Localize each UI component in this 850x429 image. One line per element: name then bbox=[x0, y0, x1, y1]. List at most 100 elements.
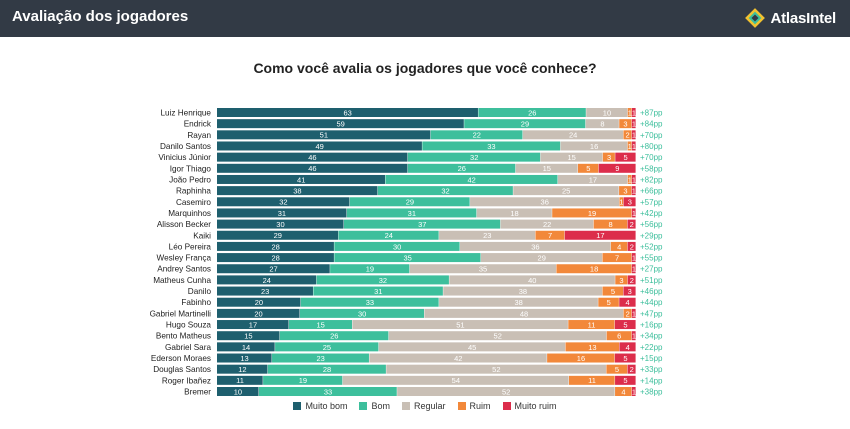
bar-segment bbox=[217, 130, 431, 140]
data-label: 5 bbox=[623, 320, 627, 329]
bar-segment bbox=[568, 375, 615, 385]
bar-segment bbox=[557, 174, 628, 184]
bar-segment bbox=[217, 219, 344, 229]
data-label: 40 bbox=[528, 276, 536, 285]
category-label: Léo Pereira bbox=[169, 242, 212, 251]
data-label: 1 bbox=[632, 265, 636, 274]
category-label: Roger Ibañez bbox=[162, 376, 211, 385]
legend-swatch bbox=[401, 402, 410, 410]
data-label: 4 bbox=[626, 298, 630, 307]
category-label: Rayan bbox=[187, 131, 211, 140]
data-label: 17 bbox=[249, 320, 257, 329]
data-label: 30 bbox=[358, 309, 366, 318]
bar-segment bbox=[627, 241, 636, 251]
net-score-label: +44pp bbox=[640, 298, 663, 307]
data-label: 63 bbox=[344, 108, 352, 117]
bar-segment bbox=[217, 387, 259, 396]
bar-segment bbox=[217, 286, 313, 296]
data-label: 18 bbox=[510, 209, 518, 218]
bar-segment bbox=[460, 241, 611, 251]
bar-segment bbox=[342, 375, 569, 385]
category-label: Marquinhos bbox=[168, 209, 211, 218]
data-label: 51 bbox=[456, 320, 464, 329]
bar-segment bbox=[577, 163, 599, 173]
data-label: 30 bbox=[276, 220, 284, 229]
bar-segment bbox=[619, 197, 624, 207]
bar-segment bbox=[631, 264, 636, 274]
category-label: Danilo Santos bbox=[160, 142, 211, 151]
bar-segment bbox=[631, 253, 636, 263]
category-label: João Pedro bbox=[169, 175, 211, 184]
bar-segment bbox=[439, 297, 598, 307]
bar-segment bbox=[217, 297, 301, 307]
data-label: 15 bbox=[543, 164, 551, 173]
bar-segment bbox=[217, 264, 330, 274]
data-label: 7 bbox=[548, 231, 552, 240]
net-score-label: +70pp bbox=[640, 131, 663, 140]
data-label: 5 bbox=[607, 298, 611, 307]
category-label: Wesley França bbox=[157, 254, 212, 263]
data-label: 33 bbox=[366, 298, 374, 307]
bar-segment bbox=[623, 197, 636, 207]
category-label: Hugo Souza bbox=[166, 321, 212, 330]
bar-segment bbox=[217, 342, 275, 352]
bar-segment bbox=[334, 253, 481, 263]
data-label: 35 bbox=[479, 265, 487, 274]
bar-segment bbox=[631, 174, 636, 184]
bar-segment bbox=[407, 163, 516, 173]
category-label: Vinicius Júnior bbox=[158, 153, 211, 162]
bar-segment bbox=[568, 320, 615, 330]
category-label: Kaiki bbox=[193, 231, 211, 240]
category-label: Andrey Santos bbox=[157, 265, 211, 274]
bar-segment bbox=[422, 141, 561, 151]
data-label: 26 bbox=[458, 164, 466, 173]
data-label: 3 bbox=[619, 276, 623, 285]
bar-segment bbox=[556, 264, 632, 274]
net-score-label: +84pp bbox=[640, 120, 663, 129]
data-label: 1 bbox=[632, 175, 636, 184]
bar-segment bbox=[619, 119, 632, 129]
data-label: 5 bbox=[623, 354, 627, 363]
bar-segment bbox=[217, 108, 478, 117]
bar-segment bbox=[258, 387, 397, 396]
data-label: 5 bbox=[586, 164, 590, 173]
data-label: 3 bbox=[628, 198, 632, 207]
data-label: 31 bbox=[278, 209, 286, 218]
data-label: 16 bbox=[590, 142, 598, 151]
atlasintel-logo-icon bbox=[745, 8, 766, 28]
data-label: 5 bbox=[623, 376, 627, 385]
bar-segment bbox=[217, 275, 317, 285]
net-score-label: +87pp bbox=[640, 109, 663, 118]
legend-label: Muito ruim bbox=[514, 401, 557, 411]
data-label: 29 bbox=[406, 198, 414, 207]
data-label: 1 bbox=[632, 142, 636, 151]
bar-segment bbox=[631, 186, 636, 196]
data-label: 16 bbox=[577, 354, 585, 363]
bar-segment bbox=[627, 219, 636, 229]
bar-segment bbox=[275, 342, 379, 352]
data-label: 36 bbox=[531, 242, 539, 251]
data-label: 10 bbox=[234, 387, 242, 396]
data-label: 11 bbox=[588, 376, 596, 385]
data-label: 1 bbox=[632, 131, 636, 140]
data-label: 52 bbox=[494, 332, 502, 341]
data-label: 1 bbox=[632, 253, 636, 262]
net-score-label: +51pp bbox=[640, 276, 663, 285]
bar-segment bbox=[631, 331, 636, 341]
data-label: 35 bbox=[403, 253, 411, 262]
bar-segment bbox=[388, 331, 607, 341]
data-label: 3 bbox=[607, 153, 611, 162]
bar-segment bbox=[515, 163, 578, 173]
category-label: Igor Thiago bbox=[170, 164, 212, 173]
data-label: 24 bbox=[385, 231, 393, 240]
net-score-label: +52pp bbox=[640, 242, 663, 251]
data-label: 23 bbox=[483, 231, 491, 240]
header-bar: Avaliação dos jogadores AtlasIntel bbox=[0, 0, 850, 37]
legend-swatch bbox=[359, 402, 368, 410]
data-label: 26 bbox=[528, 108, 536, 117]
bar-segment bbox=[424, 308, 624, 318]
net-score-label: +33pp bbox=[640, 365, 663, 374]
bar-segment bbox=[614, 353, 636, 363]
net-score-label: +56pp bbox=[640, 220, 663, 229]
data-label: 5 bbox=[615, 365, 619, 374]
